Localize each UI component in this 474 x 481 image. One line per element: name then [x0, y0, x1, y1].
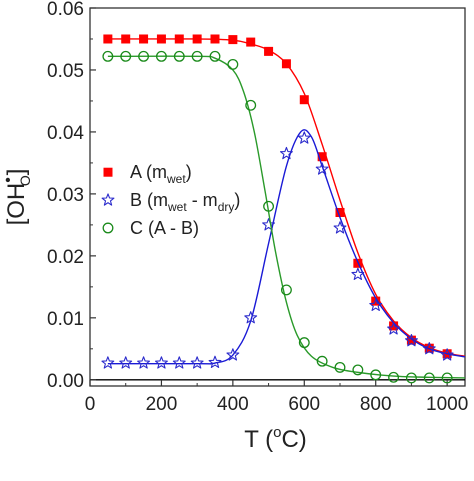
series-b-point: [333, 221, 347, 234]
series-c-point: [245, 99, 257, 111]
series-c-point: [370, 369, 382, 381]
series-b-point: [154, 356, 168, 369]
series-b-point: [279, 146, 293, 160]
x-tick-label: 1000: [426, 394, 468, 415]
series-a-point: [406, 335, 416, 345]
series-b-point: [297, 131, 311, 144]
series-b-point: [226, 348, 240, 361]
series-a-point: [156, 34, 166, 44]
series-c-fit-line: [107, 55, 466, 379]
x-tick-label: 800: [360, 394, 392, 415]
series-b-point: [190, 356, 204, 369]
series-b-point: [208, 355, 222, 369]
series-b: [101, 129, 466, 369]
series-c-point: [334, 361, 346, 373]
y-tick-label: 0.06: [47, 0, 84, 20]
series-b-point: [172, 356, 186, 369]
series-c-point: [423, 372, 435, 384]
y-tick-label: 0.04: [47, 123, 84, 144]
legend-label-series-b: B (mwet - mdry): [130, 190, 240, 214]
axis-labels: T (oC) [OH•O]: [0, 169, 307, 453]
x-tick-label: 0: [85, 394, 96, 415]
x-tick-label: 400: [217, 394, 249, 415]
x-tick-label: 200: [146, 394, 178, 415]
series-b-point: [262, 218, 276, 231]
plot-border: [89, 7, 466, 387]
y-tick-label: 0.02: [47, 247, 84, 268]
legend-marker-series-a: [103, 167, 113, 177]
series-a-point: [281, 59, 291, 69]
series-a-point: [210, 34, 220, 44]
series-a-point: [246, 37, 256, 47]
series-b-point: [369, 298, 383, 312]
legend-label-series-c: C (A - B): [130, 218, 199, 238]
series-b-point: [101, 356, 115, 369]
series-c-point: [441, 372, 453, 384]
series-a-point: [192, 34, 202, 44]
series-a-fit-line: [107, 38, 466, 357]
y-tick-label: 0.03: [47, 185, 84, 206]
series-c-point: [173, 50, 185, 62]
series-a-point: [121, 34, 131, 44]
series-b-point: [244, 311, 258, 324]
series-a-point: [299, 95, 309, 105]
series-a-point: [174, 34, 184, 44]
axis-ticks: 0 200 400 600 800 1000 0.00 0.01 0.02 0.03 0.04 0.0…: [47, 0, 468, 415]
series-b-point: [137, 356, 151, 369]
x-axis-title: T (oC): [244, 424, 307, 453]
x-tick-label: 600: [288, 394, 320, 415]
legend-label-series-a: A (mwet): [130, 162, 192, 186]
series-b-point: [422, 342, 436, 355]
series-b-point: [440, 348, 454, 361]
series-c-point: [209, 50, 221, 62]
series-c-point: [120, 50, 132, 62]
series-c-point: [280, 284, 292, 296]
series-b-point: [351, 267, 365, 281]
series-c-point: [352, 364, 364, 376]
series-b-point: [119, 356, 133, 369]
y-axis-title: [OH•O]: [0, 169, 33, 226]
series-a-point: [228, 35, 238, 45]
legend-item-series-a: A (mwet): [103, 162, 192, 186]
legend: A (mwet) B (mwet - mdry) C (A - B): [101, 162, 240, 238]
series-a-point: [264, 46, 274, 56]
series-b-point: [387, 322, 401, 335]
legend-item-series-b: B (mwet - mdry): [101, 190, 240, 214]
series-c-point: [316, 355, 328, 367]
y-tick-label: 0.00: [47, 371, 84, 392]
series-c-point: [263, 200, 275, 212]
series-b-point: [315, 162, 329, 175]
series-c-point: [227, 58, 239, 70]
series-a-point: [335, 207, 345, 217]
series-c-point: [138, 50, 150, 62]
series-a-point: [317, 152, 327, 162]
series-b-fit-line: [107, 129, 466, 365]
legend-item-series-c: C (A - B): [102, 218, 199, 238]
series-c-point: [388, 371, 400, 383]
series-c-point: [405, 372, 417, 384]
series-a-point: [389, 321, 399, 331]
series-c-point: [155, 50, 167, 62]
legend-marker-series-c: [102, 222, 114, 234]
y-tick-label: 0.05: [47, 61, 84, 82]
series-a-point: [103, 34, 113, 44]
series-c-point: [191, 50, 203, 62]
series-b-point: [404, 334, 418, 347]
series-c-point: [298, 337, 310, 349]
y-tick-label: 0.01: [47, 309, 84, 330]
series-a-point: [371, 296, 381, 306]
legend-marker-series-b: [101, 193, 115, 206]
series-c: [102, 50, 466, 384]
series-layer: [101, 34, 466, 384]
series-a-point: [139, 34, 149, 44]
series-c-point: [102, 50, 114, 62]
plot-frame: [89, 7, 466, 387]
